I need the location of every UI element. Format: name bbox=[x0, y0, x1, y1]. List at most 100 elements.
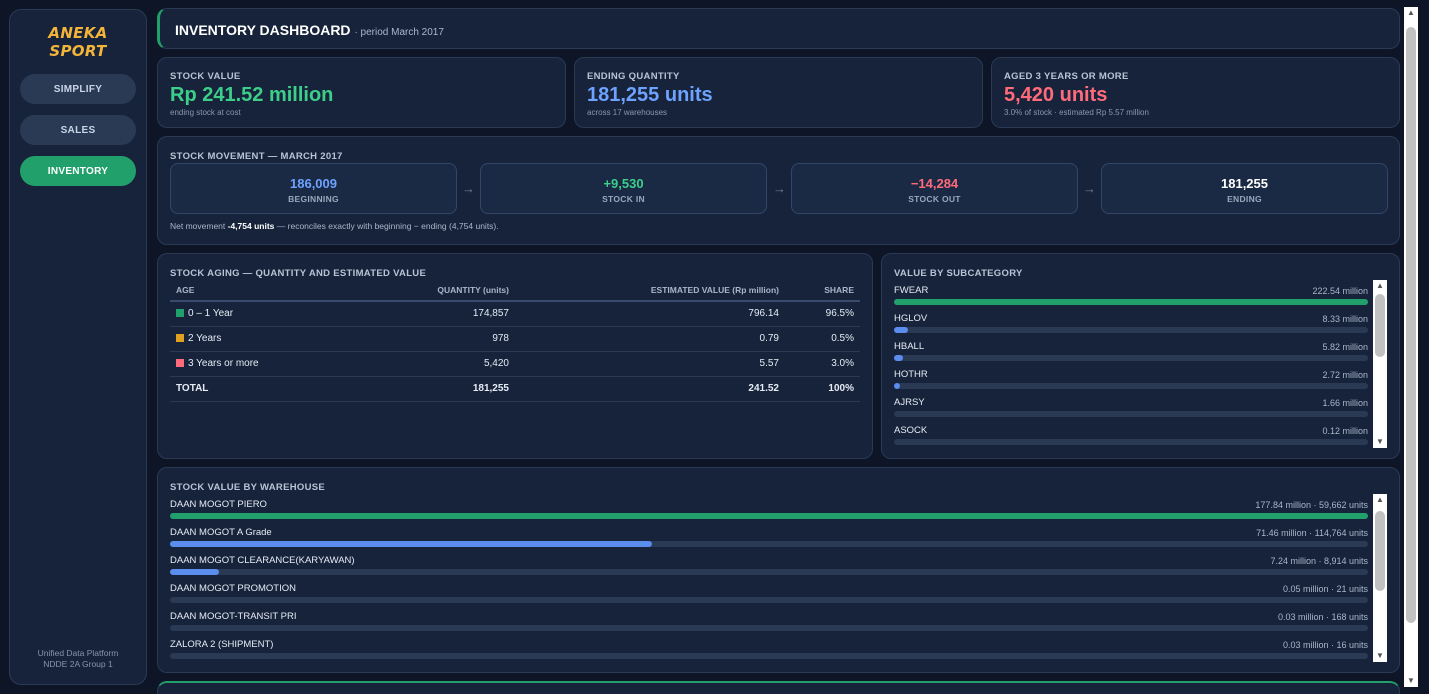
bar-track bbox=[170, 569, 1368, 575]
bar-track bbox=[170, 653, 1368, 659]
qty-cell: 174,857 bbox=[330, 301, 515, 327]
kpi-label: ENDING QUANTITY bbox=[587, 71, 680, 82]
brand-logo[interactable]: ANEKA SPORT bbox=[10, 24, 146, 60]
kpi-ending-quantity: ENDING QUANTITY 181,255 units across 17 … bbox=[574, 57, 983, 128]
scroll-up-icon[interactable]: ▲ bbox=[1407, 8, 1415, 17]
table-row: 2 Years 978 0.79 0.5% bbox=[170, 326, 860, 352]
movement-beginning: 186,009 BEGINNING bbox=[170, 163, 457, 214]
stock-movement-panel: STOCK MOVEMENT — MARCH 2017 186,009 BEGI… bbox=[157, 136, 1400, 245]
bar-track bbox=[170, 541, 1368, 547]
nav-simplify-button[interactable]: SIMPLIFY bbox=[20, 74, 136, 104]
column-header: AGE bbox=[170, 280, 330, 302]
bar-track bbox=[170, 625, 1368, 631]
bar-row: ASOCK 0.12 million bbox=[894, 425, 1368, 449]
age-cell: 3 Years or more bbox=[170, 351, 330, 377]
bar-track bbox=[894, 439, 1368, 445]
kpi-aged-stock: AGED 3 YEARS OR MORE 5,420 units 3.0% of… bbox=[991, 57, 1400, 128]
bar-value: 7.24 million · 8,914 units bbox=[1270, 556, 1368, 566]
scroll-thumb[interactable] bbox=[1406, 27, 1416, 623]
footer-line-2: NDDE 2A Group 1 bbox=[43, 659, 113, 669]
bar-label: ZALORA 2 (SHIPMENT) bbox=[170, 639, 274, 650]
arrow-right-icon: → bbox=[773, 181, 786, 196]
age-cell: 2 Years bbox=[170, 326, 330, 352]
bar-row: FWEAR 222.54 million bbox=[894, 285, 1368, 313]
scroll-thumb[interactable] bbox=[1375, 294, 1385, 357]
nav-sales-button[interactable]: SALES bbox=[20, 115, 136, 145]
warehouse-panel: STOCK VALUE BY WAREHOUSE DAAN MOGOT PIER… bbox=[157, 467, 1400, 673]
bar-value: 222.54 million bbox=[1312, 286, 1368, 296]
subcategory-scrollbar[interactable]: ▲ ▼ bbox=[1373, 280, 1387, 448]
bar-track bbox=[170, 513, 1368, 519]
warehouse-list[interactable]: DAAN MOGOT PIERO 177.84 million · 59,662 … bbox=[170, 499, 1368, 663]
age-label: 0 – 1 Year bbox=[188, 308, 234, 320]
subcategory-list[interactable]: FWEAR 222.54 million HGLOV 8.33 million HBAL… bbox=[894, 285, 1368, 449]
main-content: INVENTORY DASHBOARD · period March 2017 … bbox=[157, 7, 1400, 694]
bar-track bbox=[894, 299, 1368, 305]
scroll-up-icon[interactable]: ▲ bbox=[1376, 495, 1384, 504]
kpi-label: STOCK VALUE bbox=[170, 71, 241, 82]
bar-value: 177.84 million · 59,662 units bbox=[1255, 500, 1368, 510]
page-header: INVENTORY DASHBOARD · period March 2017 bbox=[157, 8, 1400, 49]
movement-value: 186,009 bbox=[290, 176, 337, 191]
movement-note-suffix: — reconciles exactly with beginning − en… bbox=[274, 221, 499, 231]
kpi-note: ending stock at cost bbox=[170, 108, 241, 117]
bar-row: HOTHR 2.72 million bbox=[894, 369, 1368, 397]
bar-row: DAAN MOGOT PROMOTION 0.05 million · 21 un… bbox=[170, 583, 1368, 611]
page-title-text: INVENTORY DASHBOARD bbox=[175, 22, 351, 38]
bar-value: 1.66 million bbox=[1322, 398, 1368, 408]
page-scrollbar[interactable]: ▲ ▼ bbox=[1404, 7, 1418, 687]
movement-value: −14,284 bbox=[910, 176, 959, 191]
bar-label: DAAN MOGOT PROMOTION bbox=[170, 583, 296, 594]
kpi-value: 5,420 units bbox=[1004, 84, 1108, 106]
qty-cell: 181,255 bbox=[330, 376, 515, 402]
scroll-down-icon[interactable]: ▼ bbox=[1376, 437, 1384, 446]
kpi-value: Rp 241.52 million bbox=[170, 84, 334, 106]
bar-label: HOTHR bbox=[894, 369, 928, 380]
brand-line-1: ANEKA bbox=[48, 24, 108, 42]
scroll-thumb[interactable] bbox=[1375, 511, 1385, 591]
bar-row: DAAN MOGOT A Grade 71.46 million · 114,76… bbox=[170, 527, 1368, 555]
bar-row: ZALORA 2 (SHIPMENT) 0.03 million · 16 uni… bbox=[170, 639, 1368, 663]
movement-stock-out: −14,284 STOCK OUT bbox=[791, 163, 1078, 214]
page-scroll-track[interactable]: ▲ ▼ bbox=[1404, 7, 1418, 687]
bar-fill bbox=[170, 513, 1368, 519]
column-header: SHARE bbox=[785, 280, 860, 302]
bar-fill bbox=[894, 299, 1368, 305]
bar-track bbox=[894, 327, 1368, 333]
bar-row: DAAN MOGOT-TRANSIT PRI 0.03 million · 168… bbox=[170, 611, 1368, 639]
section-title: STOCK VALUE BY WAREHOUSE bbox=[170, 482, 325, 493]
bar-label: DAAN MOGOT A Grade bbox=[170, 527, 272, 538]
value-cell: 0.79 bbox=[515, 326, 785, 352]
bar-value: 71.46 million · 114,764 units bbox=[1256, 528, 1368, 538]
legend-swatch-icon bbox=[176, 309, 184, 318]
next-panel-edge bbox=[157, 681, 1400, 694]
scroll-down-icon[interactable]: ▼ bbox=[1376, 651, 1384, 660]
bar-value: 0.03 million · 168 units bbox=[1277, 612, 1368, 622]
scroll-down-icon[interactable]: ▼ bbox=[1407, 676, 1415, 685]
age-cell: 0 – 1 Year bbox=[170, 301, 330, 327]
value-cell: 241.52 bbox=[515, 376, 785, 402]
share-cell: 96.5% bbox=[785, 301, 860, 327]
bar-track bbox=[170, 597, 1368, 603]
movement-note-prefix: Net movement bbox=[170, 221, 228, 231]
kpi-stock-value: STOCK VALUE Rp 241.52 million ending sto… bbox=[157, 57, 566, 128]
share-cell: 0.5% bbox=[785, 326, 860, 352]
bar-fill bbox=[894, 355, 904, 361]
nav-inventory-button[interactable]: INVENTORY bbox=[20, 156, 136, 186]
bar-fill bbox=[894, 327, 909, 333]
sidebar-footer: Unified Data Platform NDDE 2A Group 1 bbox=[10, 648, 146, 670]
scroll-up-icon[interactable]: ▲ bbox=[1376, 281, 1384, 290]
bar-label: FWEAR bbox=[894, 285, 929, 296]
bar-label: AJRSY bbox=[894, 397, 925, 408]
kpi-label: AGED 3 YEARS OR MORE bbox=[1004, 71, 1129, 82]
value-cell: 796.14 bbox=[515, 301, 785, 327]
column-header: ESTIMATED VALUE (Rp million) bbox=[515, 280, 785, 302]
bar-row: HBALL 5.82 million bbox=[894, 341, 1368, 369]
bar-fill bbox=[170, 541, 652, 547]
warehouse-scrollbar[interactable]: ▲ ▼ bbox=[1373, 494, 1387, 662]
age-label: 3 Years or more bbox=[188, 358, 259, 369]
bar-value: 2.72 million bbox=[1322, 370, 1368, 380]
section-title: STOCK AGING — QUANTITY AND ESTIMATED VAL… bbox=[170, 268, 427, 279]
movement-note-bold: -4,754 units bbox=[227, 221, 275, 231]
bar-row: DAAN MOGOT PIERO 177.84 million · 59,662 … bbox=[170, 499, 1368, 527]
